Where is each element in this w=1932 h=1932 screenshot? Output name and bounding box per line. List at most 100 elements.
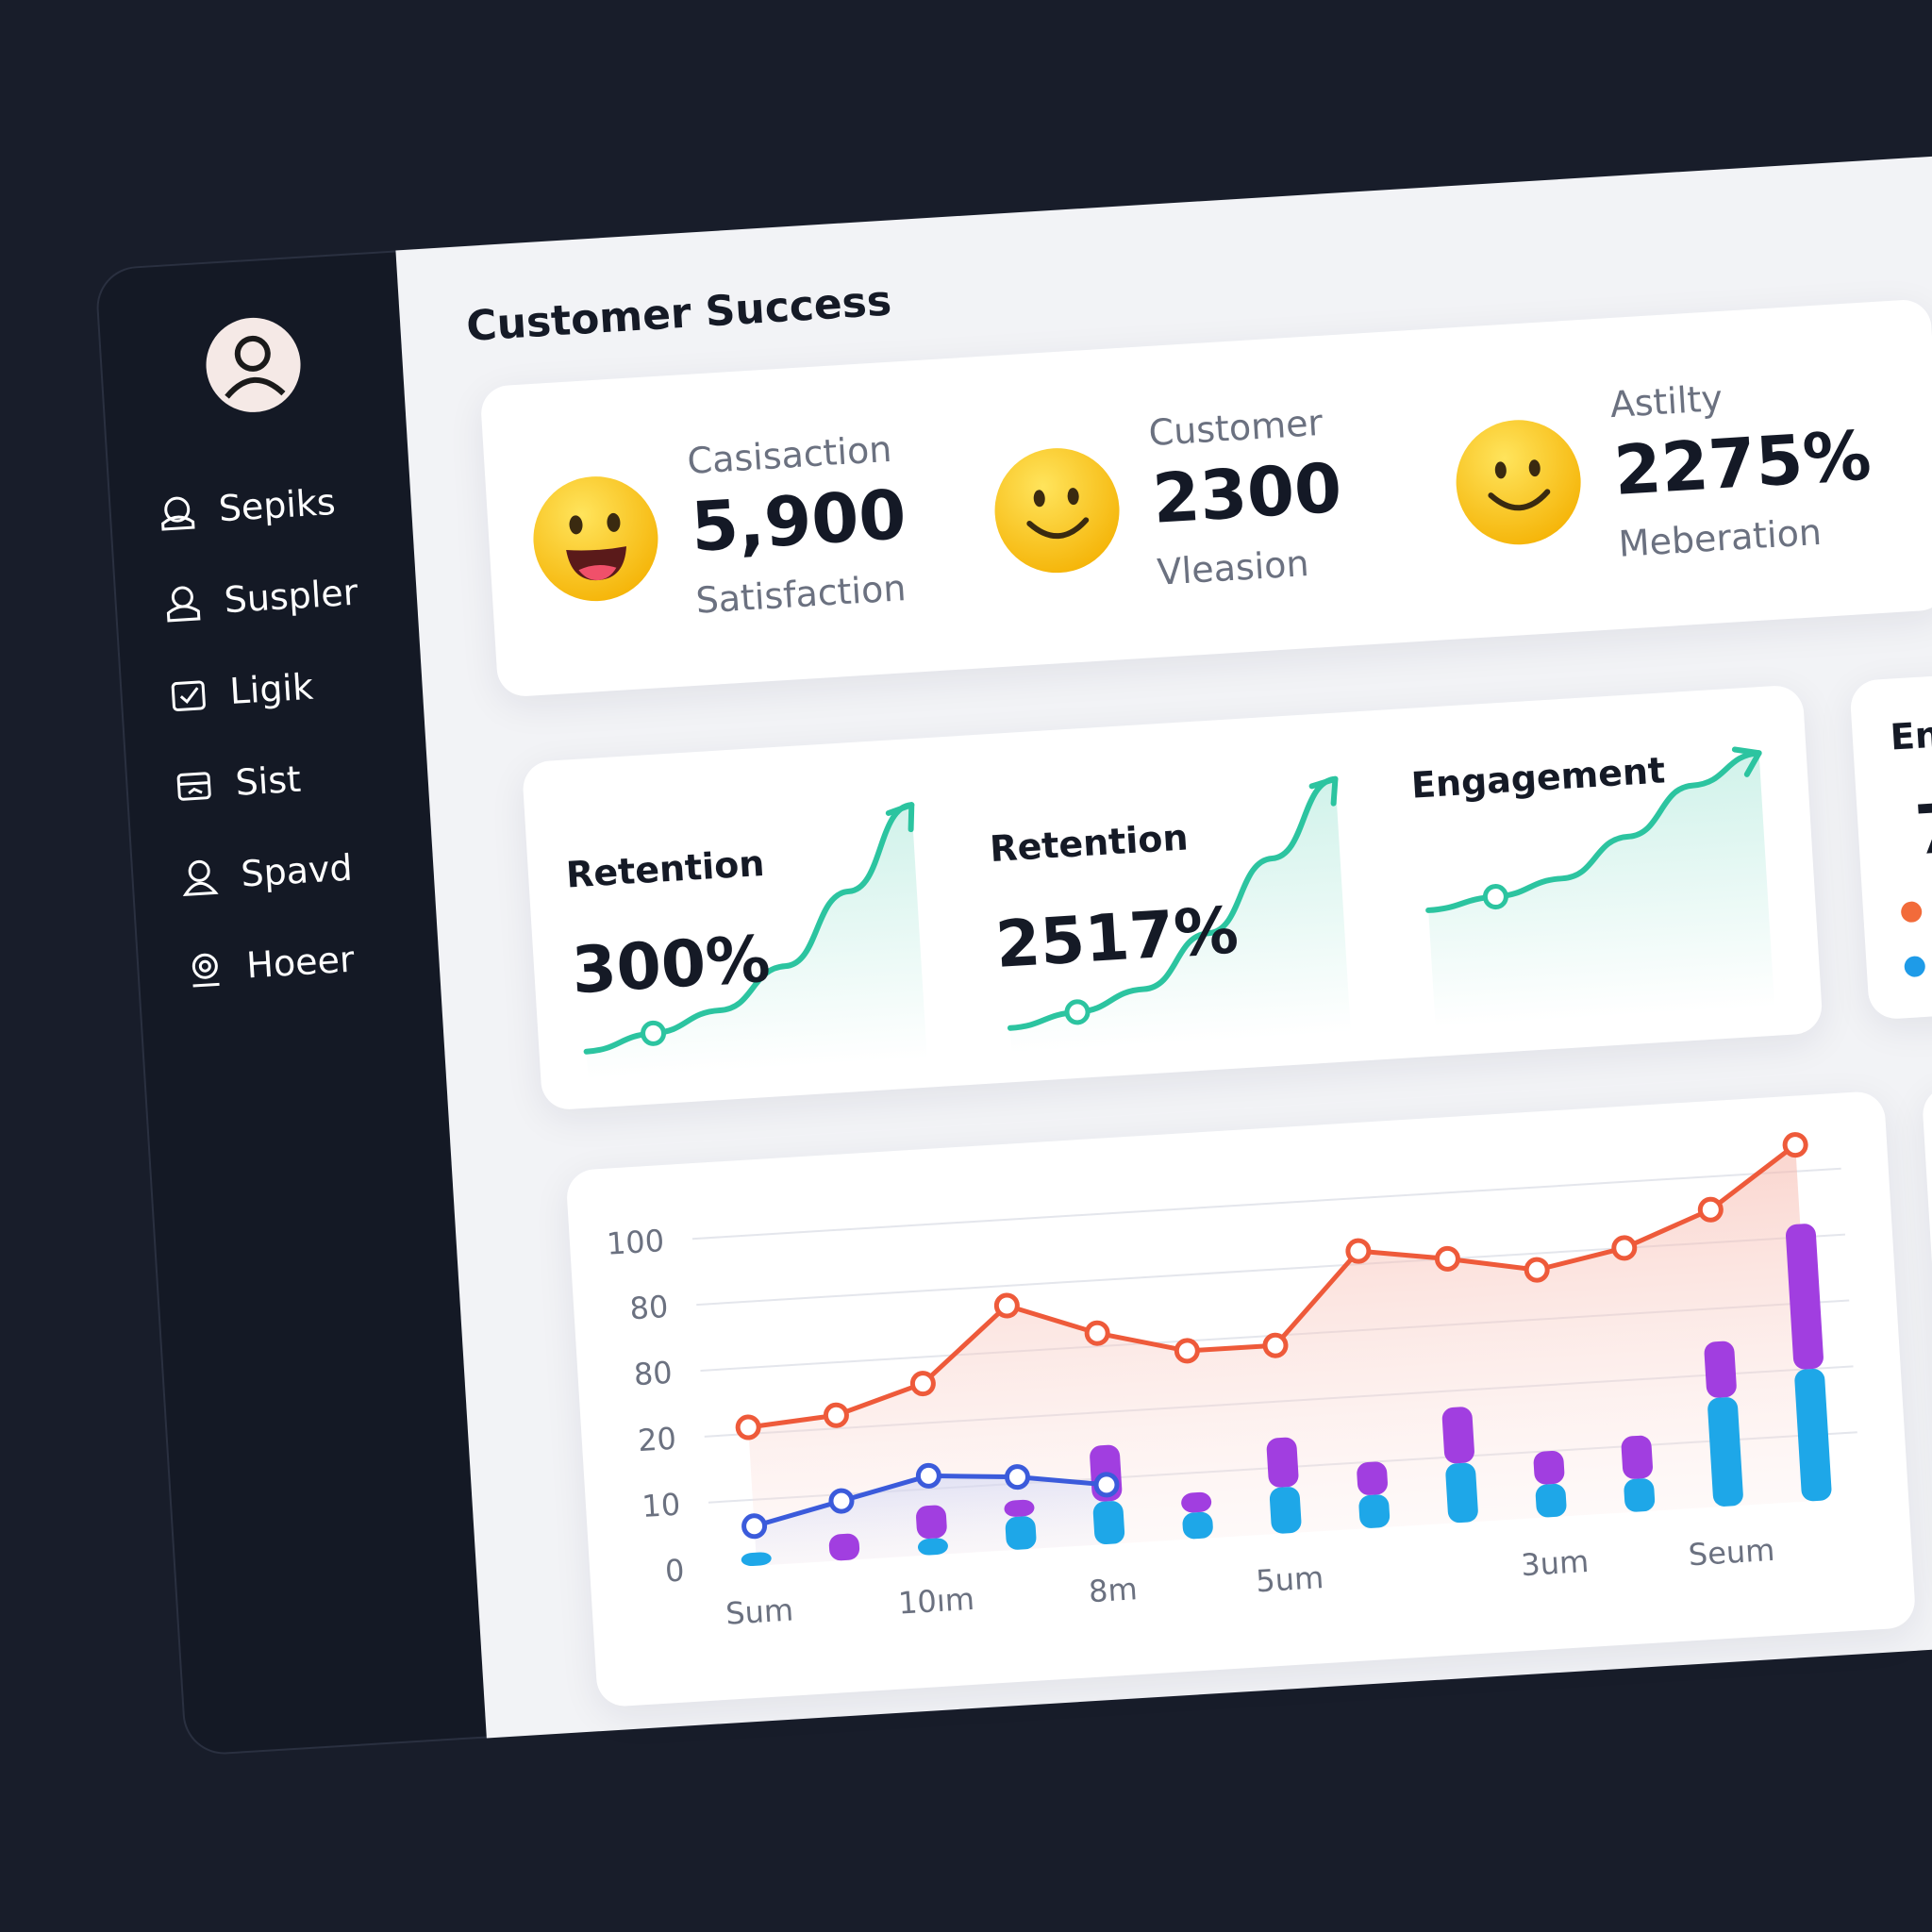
kpi-label: Casisaction: [686, 427, 893, 482]
side-title: Enga: [1889, 710, 1932, 758]
nav-icon: [182, 859, 219, 897]
side-card: F11: [1921, 1063, 1932, 1597]
nav-item[interactable]: Hoeer: [185, 931, 357, 998]
x-tick-label: Seum: [1688, 1532, 1776, 1574]
nav-icon: [161, 496, 195, 531]
main-panel: Customer Success Casisaction 5,900 Satisfa…: [395, 136, 1932, 1739]
nav-label: Ligik: [228, 665, 315, 713]
bar-segment: [1266, 1437, 1299, 1488]
legend-dot: [1904, 955, 1926, 977]
bar-segment: [1707, 1397, 1743, 1507]
line-point: [915, 1462, 941, 1489]
side-value: 79: [1912, 785, 1932, 871]
bar-segment: [1704, 1341, 1737, 1398]
avatar[interactable]: [203, 314, 304, 415]
kpi-caption: Vleasion: [1156, 542, 1310, 593]
legend-dot: [1900, 900, 1923, 923]
emoji-icon: [1456, 420, 1581, 545]
trend-card: Retention 300% Retention 2517% Engagement: [521, 684, 1824, 1111]
kpi: Astilty 2275% Meberation: [1447, 339, 1905, 610]
bar-segment: [1441, 1407, 1474, 1464]
x-tick-label: Sum: [724, 1591, 794, 1631]
line-point: [1611, 1235, 1638, 1261]
sidebar: Sepiks Suspler Ligik Sist Spavd Hoeer: [94, 249, 506, 1757]
y-tick-label: 80: [633, 1355, 674, 1392]
side-card: Enga 79 Asa Ui: [1849, 657, 1932, 1021]
trend-arrow: [1731, 746, 1762, 777]
bar-segment: [1624, 1478, 1656, 1512]
sparkline-area: [1009, 778, 1351, 1055]
bar-segment: [1357, 1461, 1388, 1495]
sparkline-point: [1064, 999, 1091, 1025]
dashboard: Sepiks Suspler Ligik Sist Spavd Hoeer Custome…: [94, 136, 1932, 1757]
trend-tile: Retention 300%: [522, 737, 958, 1120]
sparkline-point: [1482, 884, 1508, 910]
bar-segment: [1533, 1450, 1565, 1485]
bar-segment: [828, 1533, 860, 1561]
line-point: [1174, 1338, 1200, 1364]
nav-item[interactable]: Ligik: [168, 658, 315, 724]
avatar-icon: [225, 335, 286, 399]
line-point: [1262, 1332, 1289, 1358]
kpi-card: Casisaction 5,900 Satisfaction Customer 2300…: [479, 298, 1932, 698]
bar-segment: [1181, 1491, 1212, 1513]
nav-icon: [192, 953, 220, 988]
line-point: [741, 1513, 768, 1540]
emoji-icon: [533, 476, 658, 602]
sparkline-area: [586, 805, 927, 1080]
bar-segment: [1005, 1516, 1037, 1550]
line-point: [735, 1414, 761, 1441]
kpi-label: Astilty: [1608, 376, 1724, 426]
trend-value: 2517%: [993, 893, 1241, 983]
bar-segment: [1092, 1501, 1125, 1545]
trend-arrow: [885, 802, 915, 833]
nav-label: Spavd: [240, 846, 354, 895]
line-point: [909, 1371, 936, 1397]
nav-icon: [176, 772, 211, 801]
trend-value: 300%: [570, 922, 773, 1009]
line-point: [1004, 1464, 1030, 1491]
nav-label: Sepiks: [217, 480, 337, 530]
trend-tile: Engagement: [1369, 686, 1805, 1069]
bar-segment: [1269, 1487, 1302, 1534]
line-point: [1084, 1320, 1110, 1346]
nav-item[interactable]: Sist: [174, 751, 303, 815]
line-point: [823, 1402, 849, 1428]
legend-item: Ui: [1904, 946, 1932, 983]
y-tick-label: 80: [628, 1289, 669, 1326]
kpi-value: 2300: [1150, 447, 1344, 539]
kpi-label: Customer: [1147, 401, 1324, 455]
nav-icon: [166, 586, 201, 623]
bar-segment: [916, 1505, 947, 1540]
nav-list: [96, 251, 412, 271]
line-point: [1697, 1196, 1724, 1223]
line-point: [1524, 1257, 1550, 1283]
x-tick-label: 10ım: [897, 1581, 975, 1622]
line-point: [1345, 1238, 1372, 1264]
trend-arrow: [1308, 775, 1339, 807]
legend-item: Asa: [1900, 891, 1932, 928]
kpi: Customer 2300 Vleasion: [986, 367, 1443, 639]
y-tick-label: 0: [664, 1552, 686, 1589]
bar-segment: [1358, 1494, 1391, 1528]
sparkline: [1007, 775, 1351, 1055]
kpi: Casisaction 5,900 Satisfaction: [525, 395, 982, 667]
nav-item[interactable]: Sepiks: [157, 474, 337, 541]
emoji-icon: [994, 448, 1120, 574]
nav-item[interactable]: Suspler: [162, 564, 359, 632]
kpi-caption: Satisfaction: [694, 567, 908, 622]
nav-item[interactable]: Spavd: [179, 840, 354, 907]
sparkline: [583, 802, 927, 1080]
bar-segment: [1182, 1511, 1213, 1540]
y-tick-label: 20: [637, 1421, 677, 1458]
kpi-value: 5,900: [689, 475, 908, 567]
line-point: [1782, 1132, 1808, 1158]
kpi-caption: Meberation: [1617, 510, 1824, 565]
line-point: [993, 1292, 1020, 1319]
nav-label: Sist: [234, 758, 303, 804]
chart-card: 100 80 80 20 10 0 Sum 10ım 8m 5um 3um Seum: [565, 1090, 1917, 1708]
grid-line: [691, 1167, 1841, 1241]
x-tick-label: 8m: [1088, 1571, 1139, 1609]
nav-label: Suspler: [223, 571, 359, 622]
